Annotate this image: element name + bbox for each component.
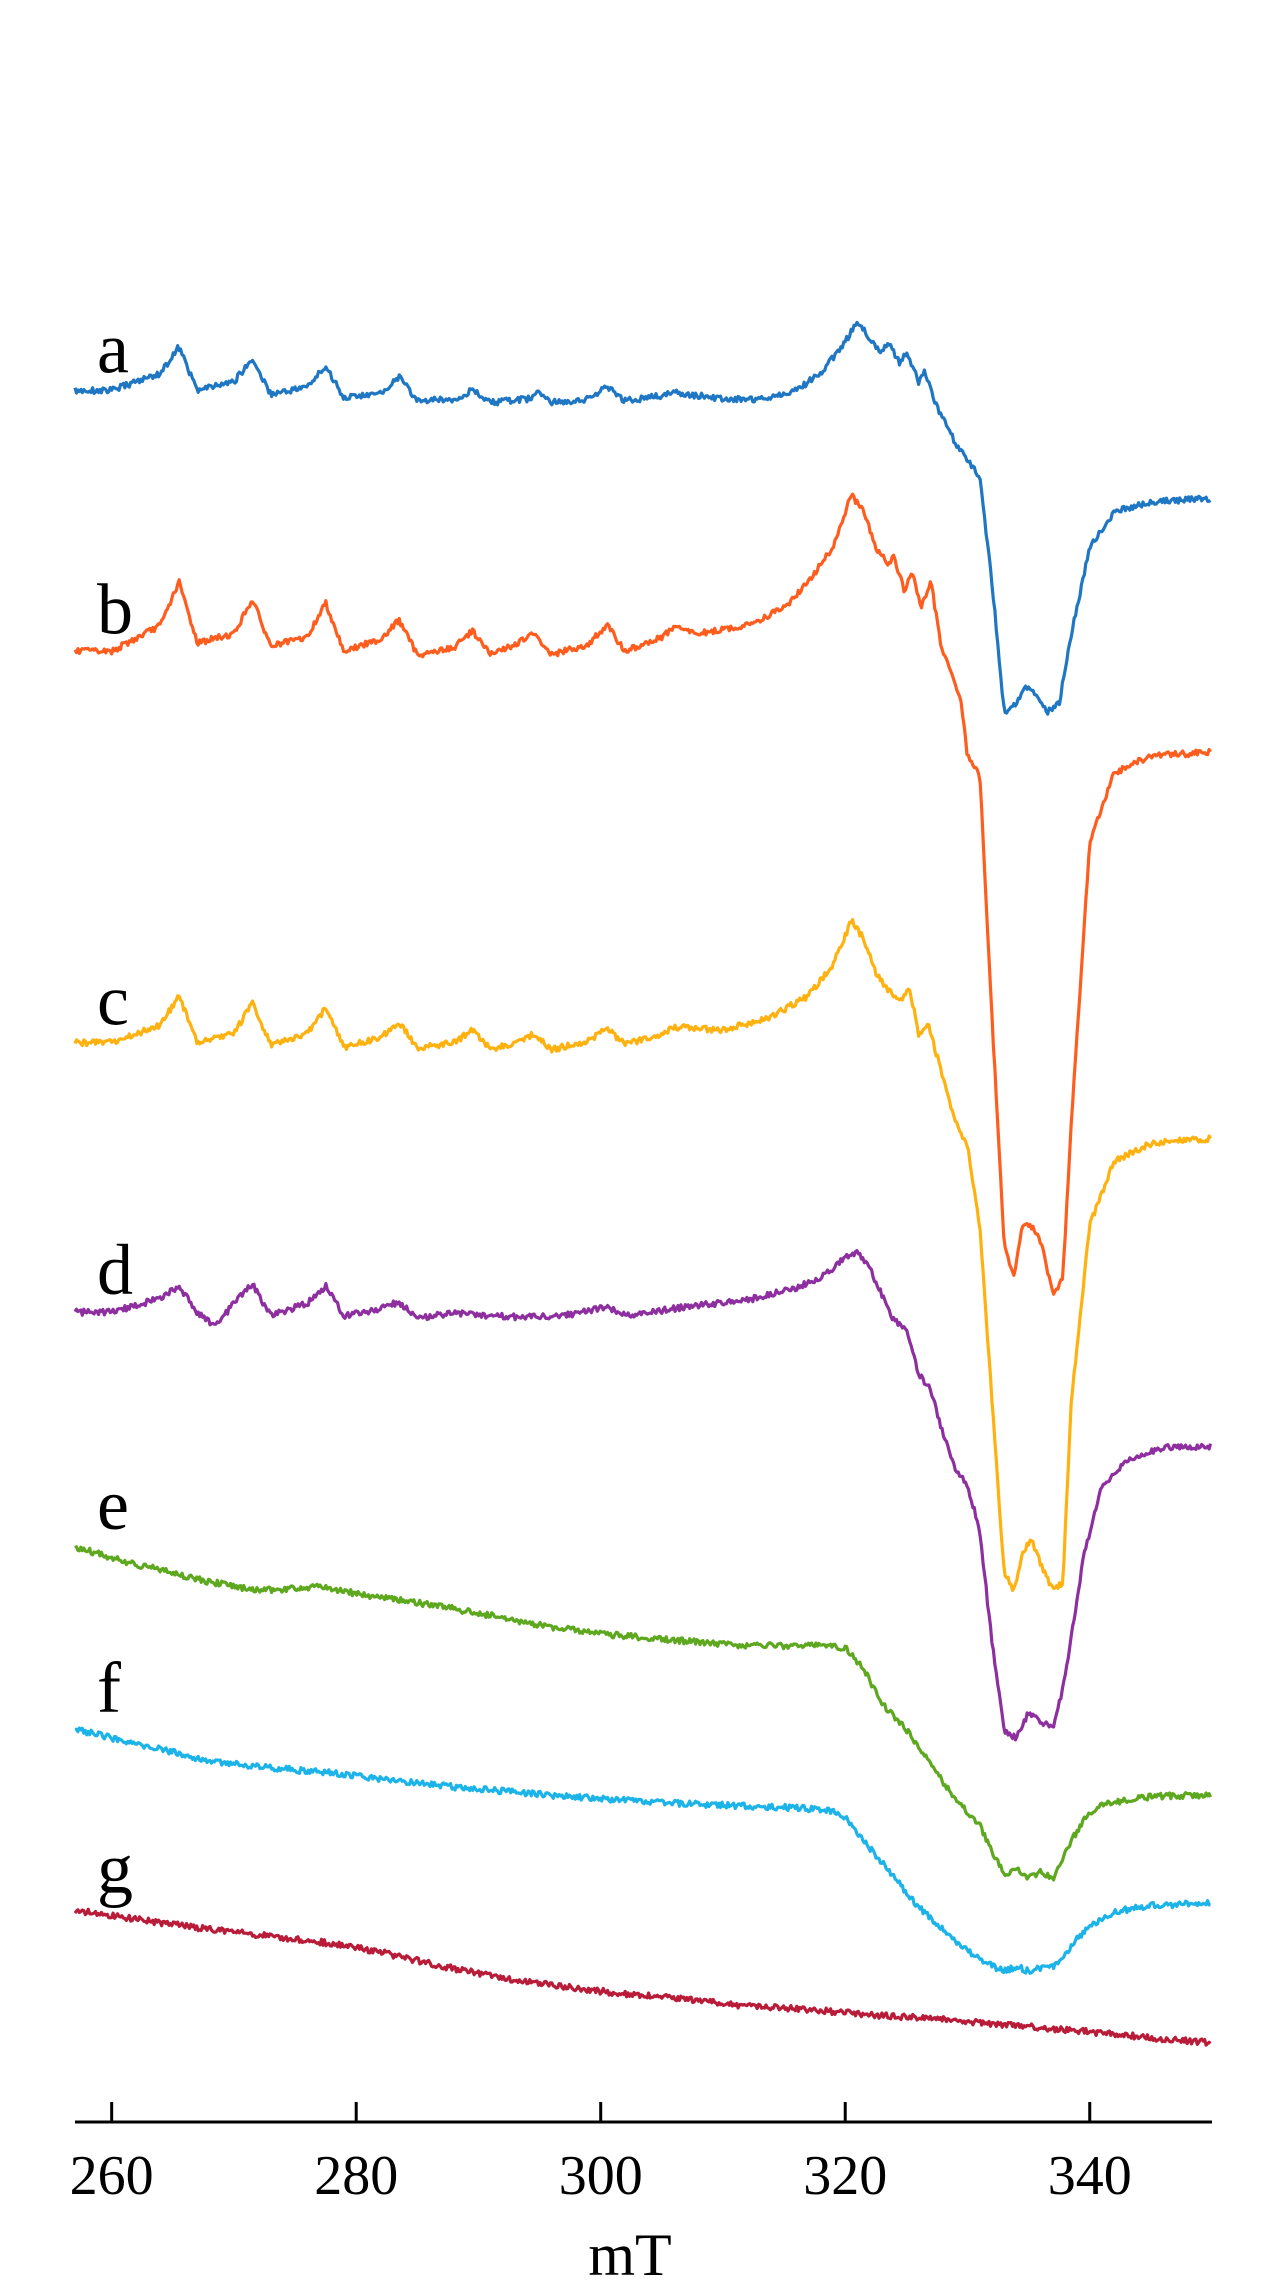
x-tick-layer: 260 280 300 320 340 bbox=[70, 2102, 1132, 2207]
x-axis-title: mT bbox=[588, 2222, 671, 2288]
series-line-e bbox=[74, 1545, 1212, 1882]
series-line-f bbox=[74, 1726, 1211, 1975]
x-tick-label-280: 280 bbox=[314, 2145, 398, 2207]
series-label-g: g bbox=[97, 1828, 133, 1908]
series-label-layer: a b c d e f g bbox=[97, 308, 133, 1908]
series-line-c bbox=[73, 918, 1212, 1592]
series-line-g bbox=[73, 1907, 1212, 2047]
series-label-d: d bbox=[97, 1230, 133, 1310]
series-layer bbox=[73, 320, 1213, 2047]
series-line-b bbox=[73, 492, 1212, 1296]
x-tick-label-340: 340 bbox=[1048, 2145, 1132, 2207]
series-label-f: f bbox=[97, 1648, 121, 1728]
x-tick-label-300: 300 bbox=[559, 2145, 643, 2207]
series-label-a: a bbox=[97, 308, 129, 388]
series-line-d bbox=[73, 1249, 1213, 1742]
series-label-e: e bbox=[97, 1465, 129, 1545]
x-tick-label-320: 320 bbox=[803, 2145, 887, 2207]
series-label-b: b bbox=[97, 569, 133, 649]
x-tick-label-260: 260 bbox=[70, 2145, 154, 2207]
series-line-a bbox=[73, 320, 1212, 716]
series-label-c: c bbox=[97, 961, 129, 1041]
